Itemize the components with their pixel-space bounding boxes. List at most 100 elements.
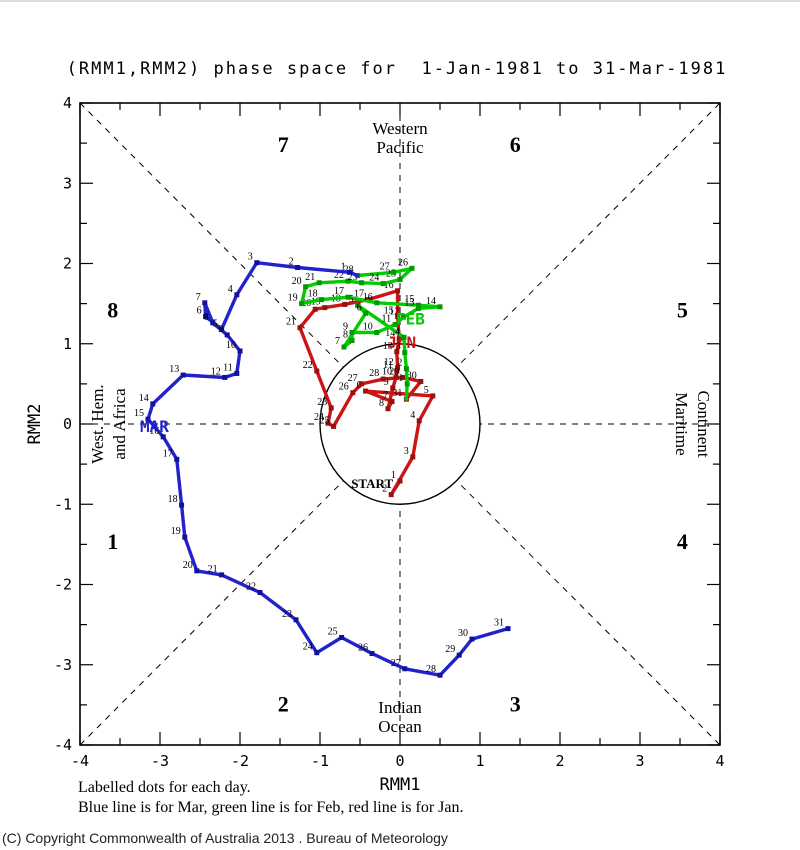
day-dot bbox=[145, 416, 151, 422]
day-dot bbox=[322, 305, 328, 311]
month-label-feb: FEB bbox=[396, 309, 425, 328]
day-dot bbox=[363, 388, 369, 394]
day-dot bbox=[394, 349, 400, 355]
day-dot bbox=[393, 374, 399, 380]
chart-title: (RMM1,RMM2) phase space for 1-Jan-1981 t… bbox=[67, 59, 728, 79]
day-dot bbox=[349, 330, 355, 336]
day-label: 23 bbox=[348, 272, 358, 283]
day-dot bbox=[314, 650, 320, 656]
day-dot bbox=[391, 269, 397, 275]
day-label: 20 bbox=[292, 276, 302, 287]
day-label: 15 bbox=[384, 305, 394, 316]
day-label: 11 bbox=[383, 360, 393, 371]
day-label: 25 bbox=[328, 626, 338, 637]
region-indian-ocean-line1: Indian bbox=[378, 698, 422, 717]
day-label: 24 bbox=[369, 273, 379, 284]
phase-label-8: 8 bbox=[107, 297, 118, 322]
day-dot bbox=[359, 381, 365, 387]
phase-label-7: 7 bbox=[278, 132, 289, 157]
day-dot bbox=[400, 374, 406, 380]
day-label: 23 bbox=[317, 397, 327, 408]
day-dot bbox=[402, 350, 408, 356]
day-dot bbox=[179, 502, 185, 508]
y-tick-label: 0 bbox=[63, 415, 72, 433]
day-label: 30 bbox=[458, 628, 468, 639]
y-tick-label: 4 bbox=[63, 94, 72, 112]
day-dot bbox=[325, 420, 331, 426]
day-dot bbox=[374, 300, 380, 306]
x-tick-label: 2 bbox=[555, 752, 564, 770]
day-dot bbox=[350, 390, 356, 396]
day-dot bbox=[339, 634, 345, 640]
day-label: 16 bbox=[149, 426, 159, 437]
day-label: 1 bbox=[398, 373, 403, 384]
day-dot bbox=[219, 572, 225, 578]
day-dot bbox=[394, 368, 400, 374]
day-label: 18 bbox=[168, 494, 178, 505]
day-label: 9 bbox=[343, 322, 348, 333]
day-dot bbox=[355, 302, 361, 308]
day-dot bbox=[319, 297, 325, 303]
day-label: 25 bbox=[320, 415, 330, 426]
day-dot bbox=[388, 492, 394, 498]
phase-label-5: 5 bbox=[677, 297, 688, 322]
day-dot bbox=[430, 393, 436, 399]
day-dot bbox=[182, 534, 188, 540]
day-dot bbox=[415, 302, 421, 308]
day-label: 7 bbox=[335, 336, 340, 347]
day-label: 4 bbox=[410, 410, 415, 421]
day-dot bbox=[385, 406, 391, 412]
day-label: 9 bbox=[384, 377, 389, 388]
day-dot bbox=[390, 385, 396, 391]
day-dot bbox=[469, 636, 475, 642]
day-dot bbox=[299, 301, 305, 307]
phase-label-1: 1 bbox=[107, 529, 118, 554]
day-label: 10 bbox=[363, 322, 373, 333]
day-dot bbox=[224, 332, 230, 338]
day-label: 3 bbox=[396, 342, 401, 353]
y-tick-label: -3 bbox=[54, 656, 72, 674]
day-dot bbox=[403, 366, 409, 372]
region-maritime-continent-line1: Maritime bbox=[672, 392, 691, 455]
day-dot bbox=[297, 325, 303, 331]
region-indian-ocean-line2: Ocean bbox=[378, 717, 422, 736]
day-label: 19 bbox=[288, 293, 298, 304]
day-label: 26 bbox=[398, 257, 408, 268]
day-label: 11 bbox=[382, 313, 392, 324]
day-label: 16 bbox=[384, 280, 394, 291]
day-dot bbox=[345, 294, 351, 300]
day-label: 29 bbox=[445, 644, 455, 655]
day-dot bbox=[349, 338, 355, 344]
day-dot bbox=[415, 305, 421, 311]
day-label: 1 bbox=[391, 470, 396, 481]
day-label: 29 bbox=[389, 366, 399, 377]
day-dot bbox=[222, 374, 228, 380]
day-dot bbox=[456, 652, 462, 658]
day-label: 21 bbox=[305, 272, 315, 283]
day-dot bbox=[345, 278, 351, 284]
day-label: 23 bbox=[282, 609, 292, 620]
caption-line2: Blue line is for Mar, green line is for … bbox=[78, 799, 463, 816]
day-dot bbox=[401, 334, 407, 340]
day-dot bbox=[342, 301, 348, 307]
day-label: 16 bbox=[363, 292, 373, 303]
top-border bbox=[0, 0, 800, 2]
day-dot bbox=[234, 292, 240, 298]
day-label: 31 bbox=[392, 388, 402, 399]
day-label: 17 bbox=[354, 289, 364, 300]
copyright-notice: (C) Copyright Commonwealth of Australia … bbox=[2, 830, 448, 846]
x-tick-label: -2 bbox=[231, 752, 249, 770]
day-label: 1 bbox=[341, 261, 346, 272]
day-dot bbox=[395, 313, 401, 319]
phase-label-4: 4 bbox=[677, 529, 688, 554]
day-label: 7 bbox=[196, 292, 201, 303]
phase-label-3: 3 bbox=[510, 691, 521, 716]
day-dot bbox=[409, 265, 415, 271]
day-label: 5 bbox=[349, 294, 354, 305]
start-label: START bbox=[351, 476, 393, 491]
day-label: 26 bbox=[358, 643, 368, 654]
day-dot bbox=[400, 314, 406, 320]
day-label: 11 bbox=[223, 362, 233, 373]
